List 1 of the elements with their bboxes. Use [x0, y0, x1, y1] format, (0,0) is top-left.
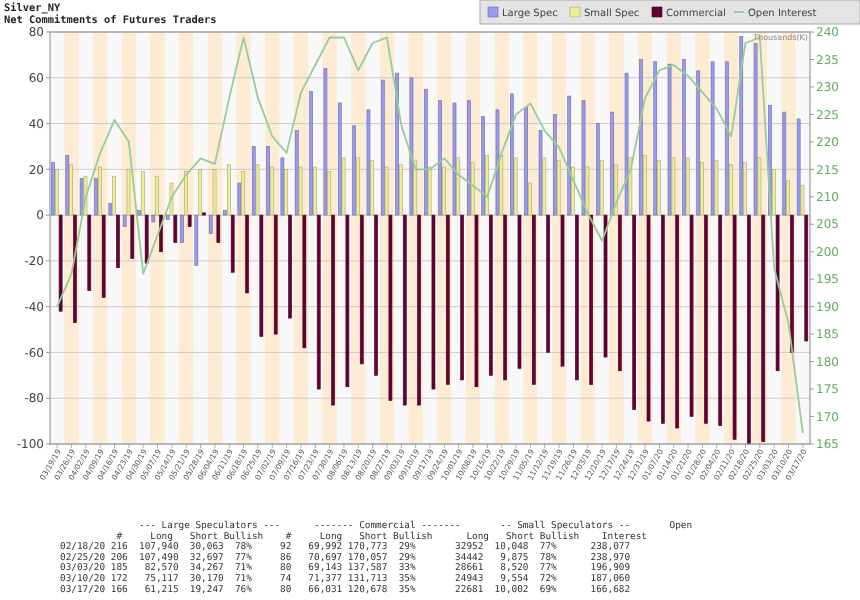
line-series — [56, 36, 804, 434]
